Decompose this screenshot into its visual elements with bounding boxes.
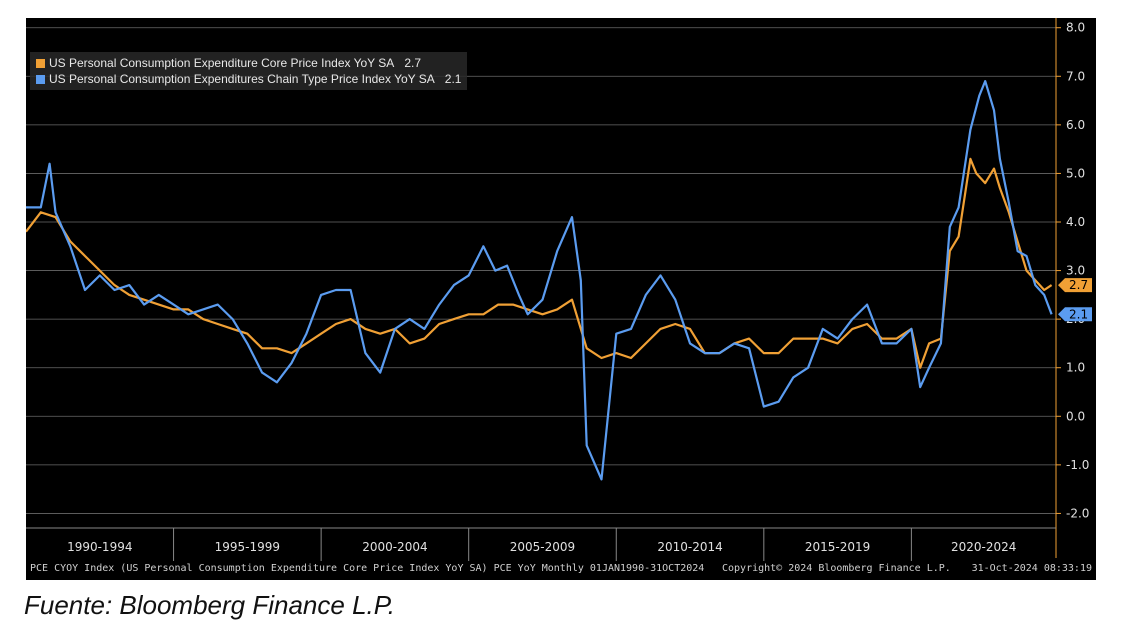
- last-value-label: 2.7: [1069, 278, 1088, 292]
- gridlines: [26, 27, 1056, 514]
- legend-value-core: 2.7: [404, 56, 421, 70]
- x-band-label: 2010-2014: [657, 540, 722, 554]
- x-band-label: 2015-2019: [805, 540, 870, 554]
- last-value-label: 2.1: [1069, 307, 1088, 321]
- y-tick-label: 3.0: [1066, 264, 1085, 278]
- x-band-label: 2020-2024: [951, 540, 1016, 554]
- source-caption: Fuente: Bloomberg Finance L.P.: [24, 590, 395, 620]
- last-value-marker-core: 2.7: [1058, 278, 1092, 293]
- y-tick-label: 6.0: [1066, 118, 1085, 132]
- footer-ticker-info: PCE CYOY Index (US Personal Consumption …: [30, 563, 705, 574]
- x-axis-bands: 1990-1994 1995-1999 2000-2004 2005-2009 2010…: [26, 527, 1056, 561]
- line-chart: 8.07.06.05.04.03.02.01.00.0-1.0-2.02.72.…: [26, 18, 1092, 561]
- y-tick-label: -2.0: [1066, 506, 1089, 520]
- x-band-label: 2005-2009: [510, 540, 575, 554]
- legend: US Personal Consumption Expenditure Core…: [30, 52, 468, 90]
- legend-swatch-headline: [36, 74, 45, 84]
- last-value-tag: [1058, 278, 1092, 293]
- chart-panel: 8.07.06.05.04.03.02.01.00.0-1.0-2.02.72.…: [26, 18, 1096, 580]
- series-lines: [26, 80, 1053, 481]
- x-band-label: 1990-1994: [67, 540, 132, 554]
- last-value-marker-headline: 2.1: [1058, 307, 1092, 322]
- legend-value-headline: 2.1: [444, 72, 462, 86]
- y-tick-label: 0.0: [1066, 409, 1085, 423]
- y-tick-label: 7.0: [1066, 69, 1085, 83]
- y-tick-label: 4.0: [1066, 215, 1085, 229]
- x-band-label: 1995-1999: [215, 540, 280, 554]
- legend-label-headline: US Personal Consumption Expenditures Cha…: [49, 72, 435, 86]
- y-tick-label: 1.0: [1066, 361, 1085, 375]
- legend-item-headline: US Personal Consumption Expenditures Cha…: [36, 71, 461, 87]
- y-tick-label: -1.0: [1066, 458, 1089, 472]
- last-value-tag: [1058, 307, 1092, 322]
- y-tick-label: 8.0: [1066, 21, 1085, 35]
- y-tick-label: 5.0: [1066, 166, 1085, 180]
- legend-swatch-core: [36, 58, 45, 68]
- legend-item-core: US Personal Consumption Expenditure Core…: [36, 55, 461, 71]
- footer-timestamp: 31-Oct-2024 08:33:19: [971, 563, 1092, 574]
- legend-label-core: US Personal Consumption Expenditure Core…: [49, 56, 395, 70]
- series-line-headline: [26, 80, 1053, 481]
- y-axis: 8.07.06.05.04.03.02.01.00.0-1.0-2.02.72.…: [1055, 18, 1092, 558]
- x-band-label: 2000-2004: [362, 540, 427, 554]
- footer-copyright: Copyright© 2024 Bloomberg Finance L.P.: [722, 563, 951, 574]
- series-line-core: [26, 157, 1053, 369]
